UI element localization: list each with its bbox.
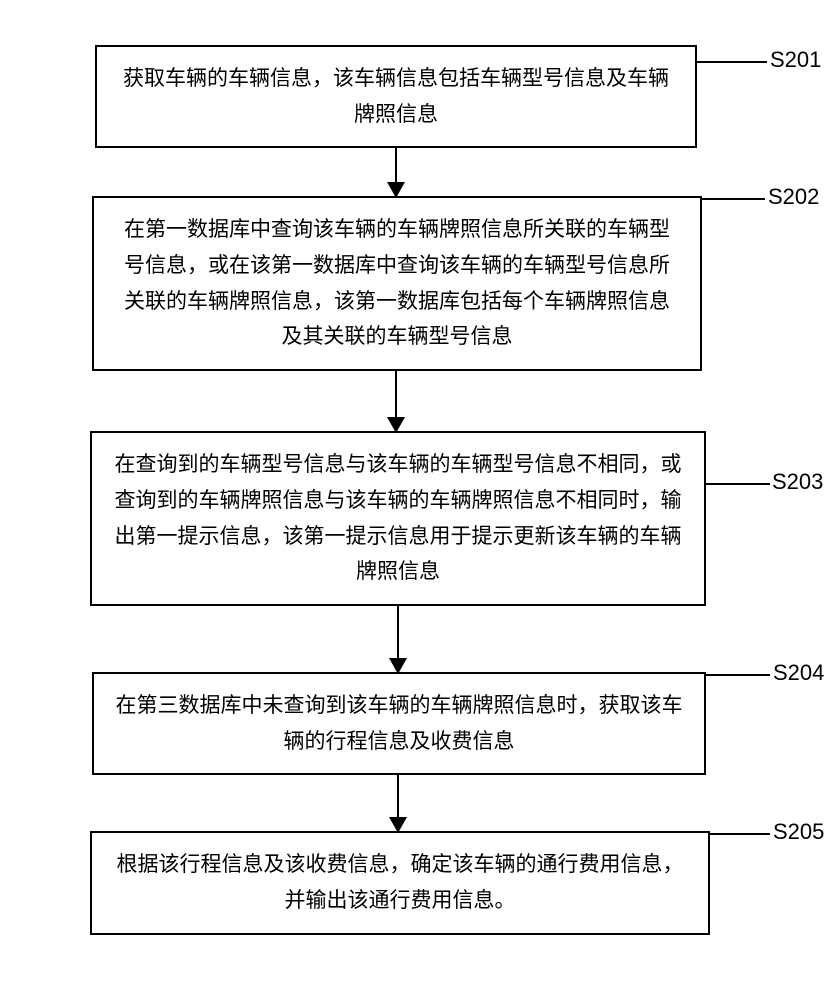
arrow-s202-s203 [40,371,752,431]
connector-s204 [706,674,770,676]
step-box-s204: 在第三数据库中未查询到该车辆的车辆牌照信息时，获取该车辆的行程信息及收费信息 [92,672,706,775]
step-label-s203: S203 [772,469,823,495]
step-box-s203: 在查询到的车辆型号信息与该车辆的车辆型号信息不相同，或查询到的车辆牌照信息与该车… [90,431,706,606]
step-box-s205: 根据该行程信息及该收费信息，确定该车辆的通行费用信息，并输出该通行费用信息。 [90,831,710,934]
flowchart-container: 获取车辆的车辆信息，该车辆信息包括车辆型号信息及车辆牌照信息 S201 在第一数… [0,0,830,965]
arrow-s204-s205 [40,775,756,831]
step-label-s202: S202 [768,184,819,210]
arrow-s203-s204 [40,606,756,672]
step-text-s203: 在查询到的车辆型号信息与该车辆的车辆型号信息不相同，或查询到的车辆牌照信息与该车… [115,453,682,583]
step-text-s201: 获取车辆的车辆信息，该车辆信息包括车辆型号信息及车辆牌照信息 [123,67,669,126]
connector-s202 [702,198,765,200]
arrow-s201-s202 [40,148,752,196]
step-row-s203: 在查询到的车辆型号信息与该车辆的车辆型号信息不相同，或查询到的车辆牌照信息与该车… [40,431,790,606]
step-text-s202: 在第一数据库中查询该车辆的车辆牌照信息所关联的车辆型号信息，或在该第一数据库中查… [124,218,670,348]
step-box-s201: 获取车辆的车辆信息，该车辆信息包括车辆型号信息及车辆牌照信息 [95,45,697,148]
connector-s201 [697,61,767,63]
step-row-s201: 获取车辆的车辆信息，该车辆信息包括车辆型号信息及车辆牌照信息 S201 [40,45,790,148]
step-row-s202: 在第一数据库中查询该车辆的车辆牌照信息所关联的车辆型号信息，或在该第一数据库中查… [40,196,790,371]
step-label-s201: S201 [770,47,821,73]
step-text-s204: 在第三数据库中未查询到该车辆的车辆牌照信息时，获取该车辆的行程信息及收费信息 [116,694,683,753]
step-label-s204: S204 [773,660,824,686]
connector-s205 [710,833,770,835]
step-text-s205: 根据该行程信息及该收费信息，确定该车辆的通行费用信息，并输出该通行费用信息。 [117,853,684,912]
step-box-s202: 在第一数据库中查询该车辆的车辆牌照信息所关联的车辆型号信息，或在该第一数据库中查… [92,196,702,371]
connector-s203 [706,483,770,485]
step-row-s204: 在第三数据库中未查询到该车辆的车辆牌照信息时，获取该车辆的行程信息及收费信息 S… [40,672,790,775]
step-row-s205: 根据该行程信息及该收费信息，确定该车辆的通行费用信息，并输出该通行费用信息。 S… [40,831,790,934]
step-label-s205: S205 [773,819,824,845]
